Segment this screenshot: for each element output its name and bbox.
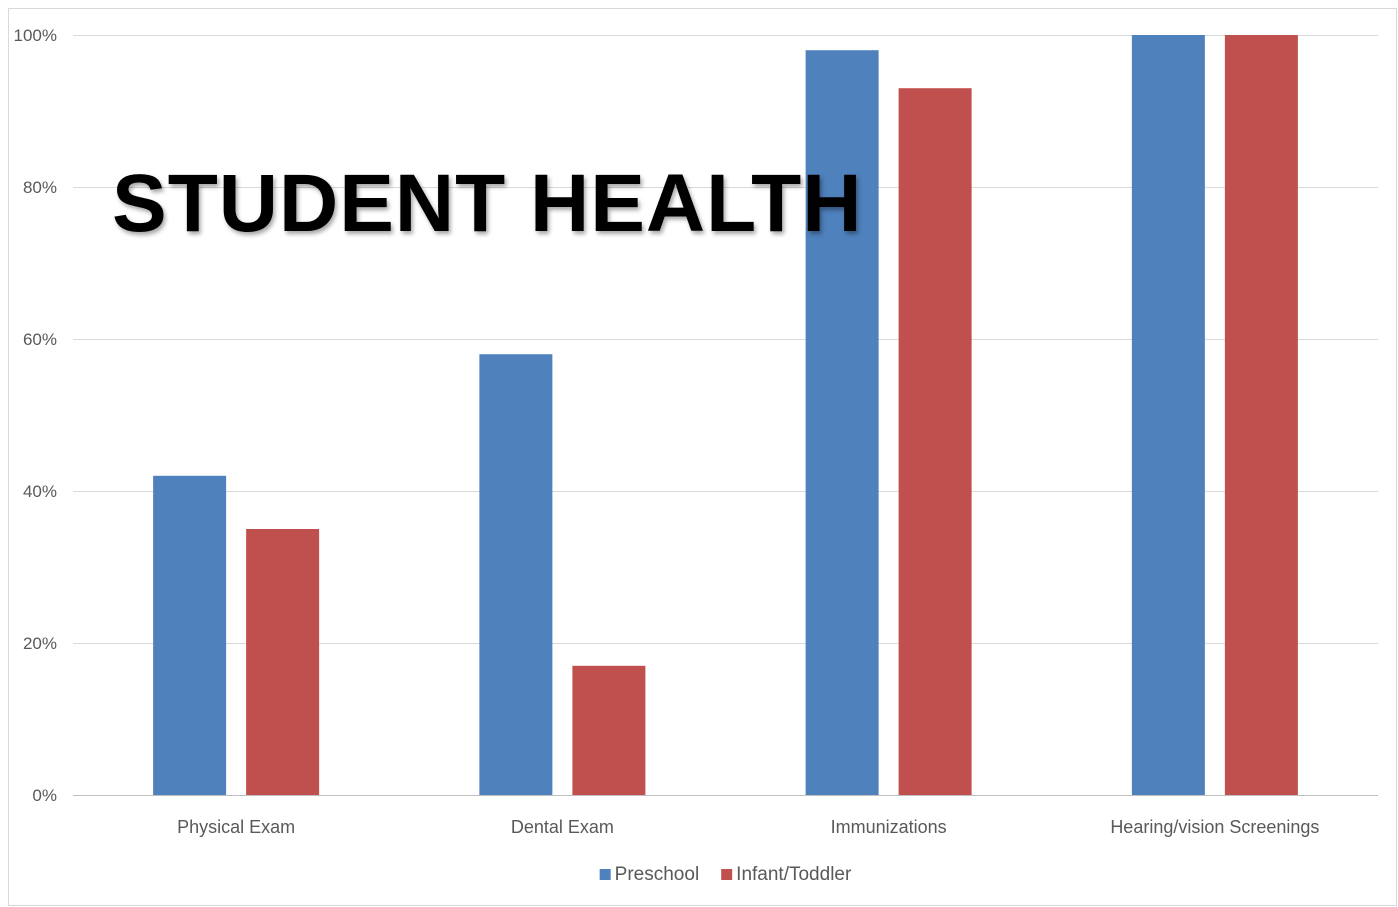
y-tick-label: 80% [23, 178, 57, 197]
bars [153, 35, 1298, 795]
legend-label: Infant/Toddler [736, 864, 852, 885]
chart-title: STUDENT HEALTH [112, 158, 862, 249]
y-tick-label: 60% [23, 330, 57, 349]
bar [479, 354, 553, 795]
x-axis-category-labels: Physical Exam Dental Exam Immunizations Hea… [177, 817, 1319, 837]
bar [1131, 35, 1205, 795]
category-label: Dental Exam [511, 817, 614, 837]
y-tick-label: 0% [32, 786, 57, 805]
bar [572, 665, 646, 795]
bar [153, 475, 227, 795]
legend-swatch [599, 869, 611, 880]
bar [246, 529, 320, 795]
y-tick-label: 20% [23, 634, 57, 653]
y-tick-label: 40% [23, 482, 57, 501]
y-tick-label: 100% [14, 26, 57, 45]
legend: Preschool Infant/Toddler [599, 864, 852, 885]
category-label: Hearing/vision Screenings [1110, 817, 1319, 837]
bar [805, 50, 879, 795]
bar [898, 88, 972, 795]
category-label: Immunizations [831, 817, 947, 837]
bar [1224, 35, 1298, 795]
category-label: Physical Exam [177, 817, 295, 837]
legend-label: Preschool [615, 864, 700, 885]
legend-swatch [721, 869, 733, 880]
y-axis-tick-labels: 0% 20% 40% 60% 80% 100% [14, 26, 57, 805]
